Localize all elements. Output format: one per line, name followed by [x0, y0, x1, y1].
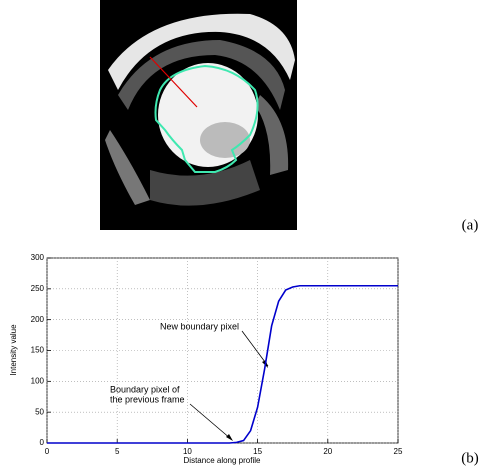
panel-label: (b) [461, 450, 479, 466]
annotation: Boundary pixel of [110, 384, 180, 394]
x-tick-label: 15 [253, 447, 262, 456]
annotation-arrow [242, 331, 268, 366]
annotation-arrow [190, 404, 231, 439]
figure: (a) (b) Distance along profile Intensity… [0, 0, 503, 474]
y-tick-label: 200 [31, 315, 45, 324]
y-tick-label: 150 [31, 346, 45, 355]
y-tick-label: 50 [35, 407, 44, 416]
x-tick-label: 25 [394, 447, 403, 456]
panel-label: (a) [462, 217, 479, 233]
x-tick-label: 20 [323, 447, 332, 456]
annotation: the previous frame [110, 394, 185, 404]
x-tick-label: 10 [183, 447, 192, 456]
y-tick-label: 100 [31, 376, 45, 385]
mri-image [100, 0, 297, 230]
y-axis-label: Intensity value [9, 324, 18, 376]
x-tick-label: 0 [45, 447, 50, 456]
x-axis-label: Distance along profile [184, 456, 261, 465]
y-tick-label: 0 [40, 438, 45, 447]
y-tick-label: 300 [31, 253, 45, 262]
data-line [47, 286, 398, 443]
x-tick-label: 5 [115, 447, 120, 456]
y-tick-label: 250 [31, 284, 45, 293]
arrow-head [226, 434, 233, 441]
annotation: New boundary pixel [160, 321, 239, 331]
